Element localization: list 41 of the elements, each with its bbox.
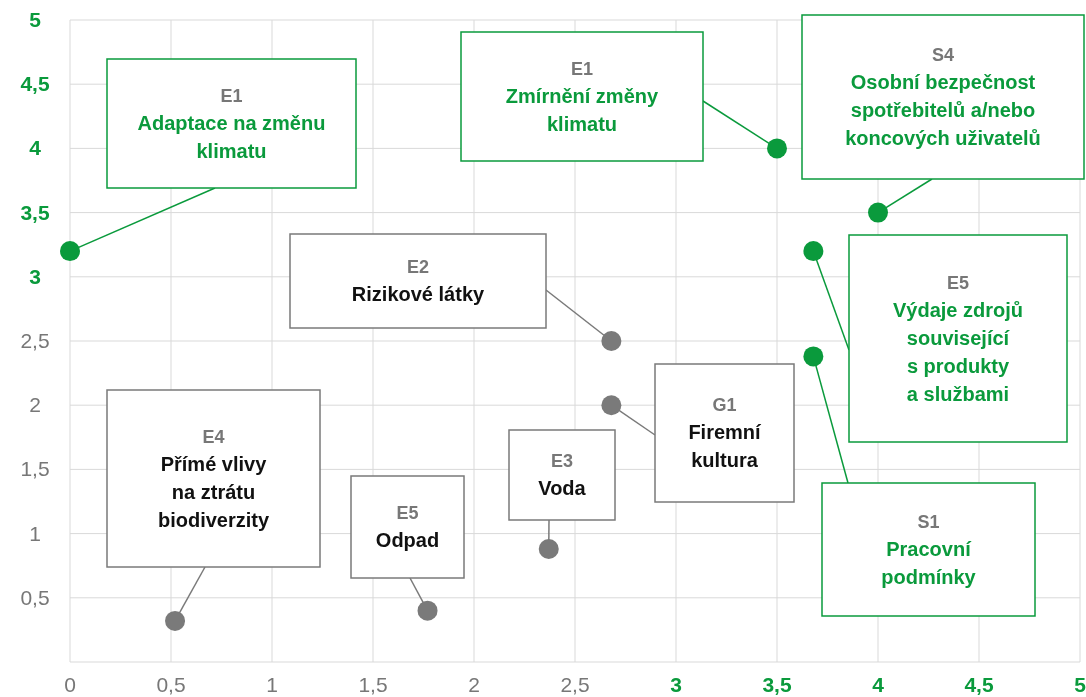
annotation: E4 Přímé vlivy na ztrátu biodiverzity [157,426,270,531]
point [803,241,824,262]
annotation: E5 Výdaje zdrojů související s produkty a službami [892,272,1024,405]
x-tick-label: 2,5 [560,673,590,696]
x-tick-label: 1,5 [358,673,388,696]
y-tick-label: 2,5 [20,329,50,352]
x-tick-label: 1 [266,673,278,696]
x-tick-label: 3 [670,673,682,696]
point [601,395,622,416]
y-tick-label: 4,5 [20,72,50,96]
annotation: E1 Zmírnění změny klimatu [505,58,659,135]
y-tick-label: 5 [29,8,42,31]
point [767,138,787,159]
point [601,331,622,351]
y-tick-label: 4 [29,136,42,160]
annotation: E3 Voda [538,451,587,499]
x-tick-label: 4 [872,673,885,696]
annotation: S1 Pracovní podmínky [881,511,977,588]
annotation: E1 Adaptace na změnu klimatu [137,85,326,162]
annotation: G1 Firemní kultura [688,395,763,471]
y-tick-label: 3 [29,264,41,288]
point [60,241,80,262]
point [538,539,559,560]
point [417,600,438,621]
y-tick-label: 3,5 [20,200,50,224]
x-tick-label: 0,5 [156,673,186,696]
annotation: S4 Osobní bezpečnost spotřebitelů a/nebo koncových uživatelů [845,45,1041,149]
x-tick-label: 3,5 [762,673,792,696]
x-tick-label: 5 [1074,673,1086,696]
x-tick-label: 4,5 [964,673,994,696]
y-tick-label: 1 [29,521,41,545]
x-tick-label: 0 [64,673,76,696]
point [165,610,186,631]
annotation: E2 Rizikové látky [351,257,486,305]
point [803,346,824,367]
y-tick-label: 1,5 [20,457,50,481]
y-tick-label: 0,5 [20,585,50,609]
x-tick-label: 2 [468,673,480,696]
annotation: E5 Odpad [375,503,440,551]
point [868,202,888,223]
y-tick-label: 2 [29,393,41,417]
